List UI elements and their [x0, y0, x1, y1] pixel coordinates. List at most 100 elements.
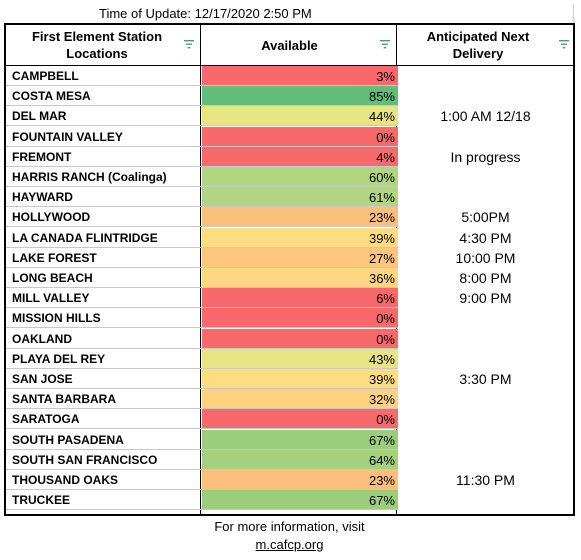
station-name: SOUTH SAN FRANCISCO — [12, 452, 158, 467]
header-divider — [6, 65, 573, 66]
delivery-time: In progress — [450, 148, 521, 165]
delivery-time: 1:00 AM 12/18 — [440, 108, 531, 125]
row-gridline — [6, 509, 202, 511]
table-row[interactable]: CAMPBELL 3% — [6, 66, 573, 86]
delivery-time: 8:00 PM — [459, 270, 512, 286]
row-gridline — [6, 85, 202, 86]
availability-cell[interactable]: 43% — [202, 348, 398, 369]
availability-cell[interactable]: 36% — [202, 268, 398, 288]
table-row[interactable]: COSTA MESA 85% — [6, 86, 573, 107]
station-name: HAYWARD — [12, 190, 73, 205]
station-name: HARRIS RANCH (Coalinga) — [12, 170, 167, 184]
row-gridline — [6, 367, 202, 369]
availability-cell[interactable]: 0% — [202, 409, 398, 430]
availability-value: 6% — [376, 291, 395, 307]
table-row[interactable]: MISSION HILLS 0% — [6, 308, 573, 329]
column-divider-1 — [200, 25, 201, 514]
availability-cell[interactable]: 0% — [202, 328, 398, 349]
table-row[interactable]: TRUCKEE 67% — [6, 490, 573, 511]
header-delivery-line2: Delivery — [452, 46, 504, 61]
table-row[interactable]: HAYWARD 61% — [6, 187, 573, 208]
availability-cell[interactable]: 0% — [202, 308, 398, 329]
availability-cell[interactable]: 23% — [202, 207, 398, 228]
availability-cell[interactable]: 85% — [202, 86, 398, 107]
row-gridline — [6, 307, 202, 309]
header-locations-line1: First Element Station — [31, 29, 163, 44]
availability-value: 85% — [368, 89, 395, 105]
availability-cell[interactable]: 60% — [202, 167, 398, 187]
row-gridline — [6, 428, 202, 430]
update-time-text: Time of Update: 12/17/2020 2:50 PM — [99, 7, 312, 20]
delivery-time: 5:00PM — [461, 209, 510, 226]
header-available[interactable]: Available — [202, 37, 377, 54]
stations-table: First Element Station Locations Availabl… — [4, 23, 575, 516]
delivery-time: 9:00 PM — [459, 290, 512, 307]
availability-cell[interactable]: 4% — [202, 146, 398, 167]
availability-cell[interactable]: 61% — [202, 187, 398, 208]
availability-cell[interactable]: 67% — [202, 490, 398, 511]
table-row[interactable]: SARATOGA 0% — [6, 409, 573, 430]
table-row[interactable]: HOLLYWOOD 23% 5:00PM — [6, 207, 573, 228]
availability-value: 44% — [368, 109, 395, 125]
availability-value: 67% — [368, 432, 395, 448]
info-link[interactable]: m.cafcp.org — [255, 537, 324, 552]
availability-cell[interactable]: 39% — [202, 369, 398, 389]
table-row[interactable]: SANTA BARBARA 32% — [6, 389, 573, 410]
availability-cell[interactable]: 32% — [202, 389, 398, 410]
availability-cell[interactable]: 39% — [202, 227, 398, 248]
availability-cell[interactable]: 27% — [202, 247, 398, 268]
availability-value: 0% — [376, 311, 395, 327]
row-gridline — [6, 165, 202, 167]
table-row[interactable]: SOUTH SAN FRANCISCO 64% — [6, 449, 573, 470]
delivery-time: 3:30 PM — [459, 371, 512, 387]
table-row[interactable]: MILL VALLEY 6% 9:00 PM — [6, 288, 573, 309]
header-locations[interactable]: First Element Station Locations — [6, 28, 188, 62]
filter-icon[interactable] — [559, 40, 569, 49]
station-name: LONG BEACH — [12, 271, 93, 285]
table-row[interactable]: LA CANADA FLINTRIDGE 39% 4:30 PM — [6, 227, 573, 248]
availability-value: 39% — [368, 230, 395, 246]
availability-value: 61% — [368, 190, 395, 206]
availability-cell[interactable]: 67% — [202, 429, 398, 450]
station-name: SANTA BARBARA — [12, 392, 116, 407]
header-delivery[interactable]: Anticipated Next Delivery — [398, 28, 558, 62]
table-row[interactable]: SAN JOSE 39% 3:30 PM — [6, 369, 573, 389]
availability-cell[interactable]: 44% — [202, 106, 398, 127]
row-gridline — [6, 206, 202, 208]
footer-link-row: m.cafcp.org — [4, 538, 575, 551]
table-row[interactable]: SOUTH PASADENA 67% — [6, 429, 573, 450]
availability-value: 4% — [376, 149, 395, 165]
row-gridline — [6, 186, 202, 187]
station-name: THOUSAND OAKS — [12, 473, 119, 487]
availability-value: 0% — [376, 412, 395, 428]
update-value: 12/17/2020 2:50 PM — [194, 6, 312, 21]
table-row[interactable]: LONG BEACH 36% 8:00 PM — [6, 268, 573, 288]
table-row[interactable]: LAKE FOREST 27% 10:00 PM — [6, 247, 573, 268]
header-locations-line2: Locations — [66, 46, 128, 61]
delivery-time: 10:00 PM — [455, 249, 516, 266]
availability-cell[interactable]: 23% — [202, 470, 398, 490]
station-name: DEL MAR — [12, 109, 67, 124]
availability-cell[interactable]: 6% — [202, 288, 398, 309]
table-row[interactable]: FOUNTAIN VALLEY 0% — [6, 126, 573, 147]
availability-cell[interactable]: 3% — [202, 66, 398, 86]
table-row[interactable]: PLAYA DEL REY 43% — [6, 348, 573, 369]
row-gridline — [6, 266, 202, 268]
table-row[interactable]: HARRIS RANCH (Coalinga) 60% — [6, 167, 573, 187]
table-row[interactable]: THOUSAND OAKS 23% 11:30 PM — [6, 470, 573, 490]
table-row[interactable]: FREMONT 4% In progress — [6, 146, 573, 167]
filter-icon[interactable] — [184, 40, 194, 49]
station-name: HOLLYWOOD — [12, 210, 91, 225]
availability-cell[interactable]: 0% — [202, 126, 398, 147]
table-row[interactable]: DEL MAR 44% 1:00 AM 12/18 — [6, 106, 573, 127]
station-name: SOUTH PASADENA — [12, 432, 124, 447]
availability-value: 36% — [368, 271, 395, 286]
station-name: CAMPBELL — [12, 69, 79, 83]
delivery-time: 11:30 PM — [456, 472, 515, 488]
table-row[interactable]: OAKLAND 0% — [6, 328, 573, 349]
filter-icon[interactable] — [380, 40, 390, 49]
availability-value: 43% — [368, 351, 395, 367]
availability-cell[interactable]: 64% — [202, 449, 398, 470]
station-name: SARATOGA — [12, 412, 80, 427]
availability-value: 32% — [368, 392, 395, 408]
